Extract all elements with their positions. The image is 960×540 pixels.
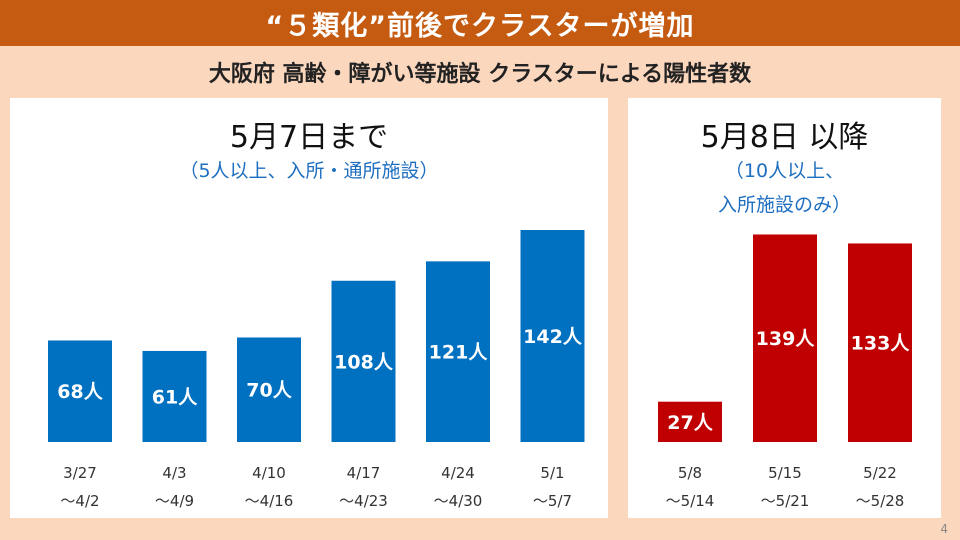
bar-chart-before: 68人 3/27 ～4/2 61人 4/3 ～4/9 70人 4/10 ～4/16 108人 4/1… bbox=[48, 230, 585, 510]
bar-0-3 bbox=[331, 280, 396, 442]
tick-label-1-2-1: ～5/28 bbox=[856, 492, 905, 510]
data-label-1-0: 27人 bbox=[667, 412, 713, 434]
chart-note-after-line2: 入所施設のみ） bbox=[717, 194, 851, 216]
tick-label-0-3-1: ～4/23 bbox=[339, 492, 388, 510]
data-label-0-3: 108人 bbox=[334, 351, 394, 373]
chart-panel-after: 5月8日 以降 （10人以上、 入所施設のみ） 27人 5/8 ～5/14 139人 5… bbox=[628, 98, 941, 518]
chart-note-after-line1: （10人以上、 bbox=[724, 160, 845, 182]
tick-label-0-5-1: ～5/7 bbox=[533, 492, 572, 510]
tick-label-0-5-0: 5/1 bbox=[540, 464, 564, 482]
data-label-1-1: 139人 bbox=[756, 328, 816, 350]
tick-label-0-1-0: 4/3 bbox=[162, 464, 186, 482]
tick-label-0-4-0: 4/24 bbox=[441, 464, 475, 482]
chart-note-before: （5人以上、入所・通所施設） bbox=[179, 160, 439, 182]
tick-label-1-2-0: 5/22 bbox=[863, 464, 897, 482]
tick-label-0-3-0: 4/17 bbox=[347, 464, 381, 482]
tick-label-1-1-0: 5/15 bbox=[768, 464, 802, 482]
data-label-0-0: 68人 bbox=[57, 381, 103, 403]
chart-title-after: 5月8日 以降 bbox=[700, 120, 869, 155]
bar-0-1 bbox=[142, 350, 207, 442]
chart-panel-before: 5月7日まで （5人以上、入所・通所施設） 68人 3/27 ～4/2 61人 4/3 ～… bbox=[10, 98, 608, 518]
bar-1-2 bbox=[848, 243, 912, 442]
bar-0-2 bbox=[237, 337, 301, 442]
bar-0-4 bbox=[426, 261, 490, 442]
slide-title: “５類化”前後でクラスターが増加 bbox=[0, 0, 960, 46]
tick-label-1-0-1: ～5/14 bbox=[666, 492, 715, 510]
tick-label-0-1-1: ～4/9 bbox=[155, 492, 194, 510]
tick-label-0-2-1: ～4/16 bbox=[245, 492, 294, 510]
page-number: 4 bbox=[940, 522, 948, 536]
chart-title-before: 5月7日まで bbox=[229, 120, 389, 155]
tick-label-1-0-0: 5/8 bbox=[678, 464, 702, 482]
bar-0-5 bbox=[520, 230, 585, 442]
tick-label-0-2-0: 4/10 bbox=[252, 464, 286, 482]
data-label-0-5: 142人 bbox=[523, 326, 583, 348]
tick-label-1-1-1: ～5/21 bbox=[761, 492, 810, 510]
bar-chart-after: 27人 5/8 ～5/14 139人 5/15 ～5/21 133人 5/22 ～5/28 bbox=[658, 234, 912, 510]
tick-label-0-0-0: 3/27 bbox=[63, 464, 97, 482]
data-label-0-1: 61人 bbox=[152, 386, 198, 408]
tick-label-0-4-1: ～4/30 bbox=[434, 492, 483, 510]
data-label-1-2: 133人 bbox=[851, 333, 911, 355]
data-label-0-2: 70人 bbox=[246, 380, 292, 402]
slide-subtitle: 大阪府 高齢・障がい等施設 クラスターによる陽性者数 bbox=[208, 62, 752, 87]
bar-0-0 bbox=[48, 340, 112, 442]
bar-1-0 bbox=[658, 401, 722, 442]
bar-1-1 bbox=[753, 234, 817, 442]
data-label-0-4: 121人 bbox=[429, 342, 489, 364]
tick-label-0-0-1: ～4/2 bbox=[60, 492, 99, 510]
